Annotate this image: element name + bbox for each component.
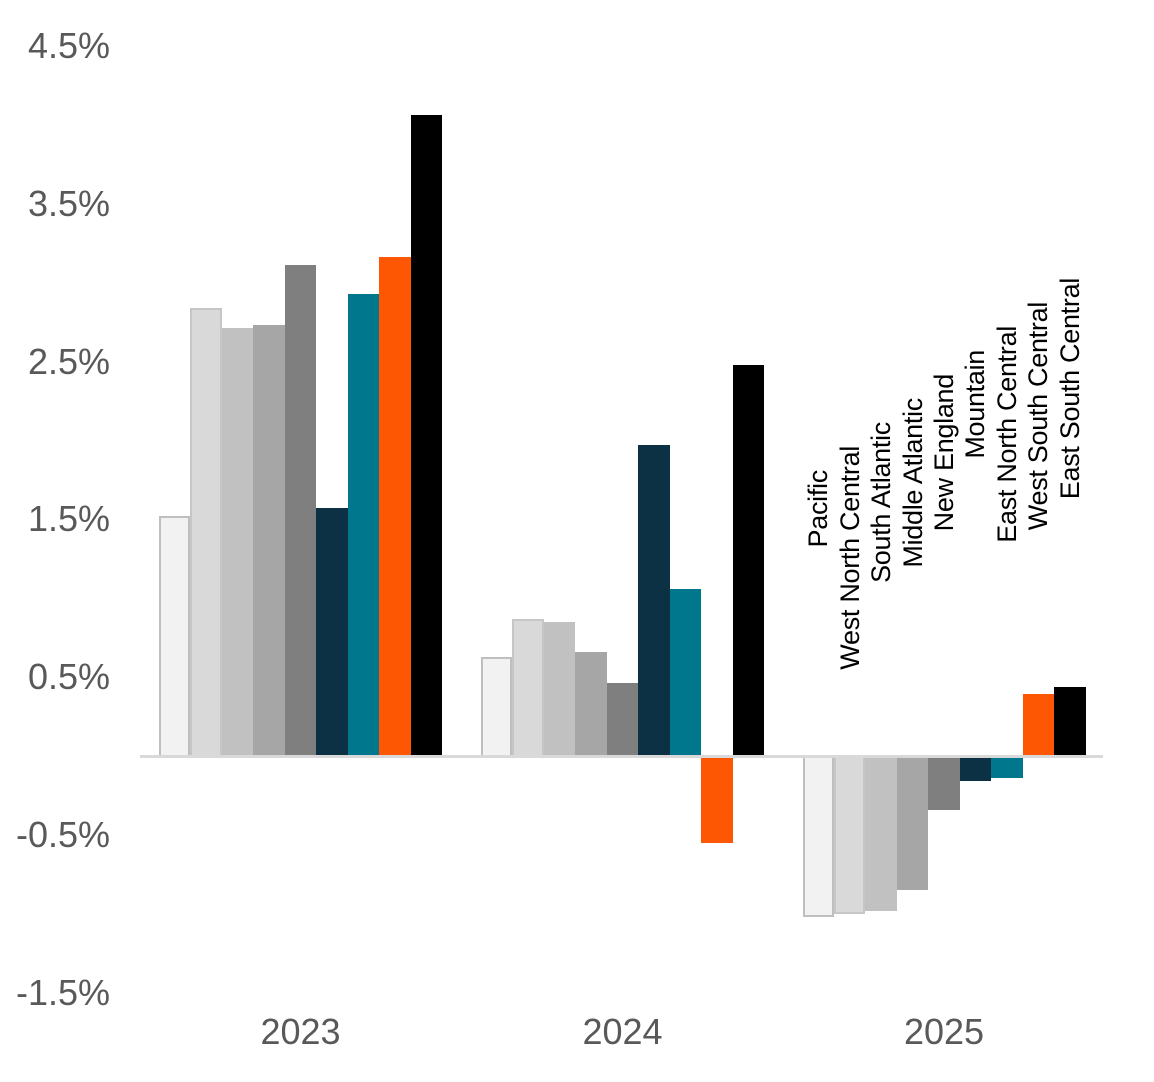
bar-pacific-2023 (159, 516, 191, 758)
series-label-west-south-central: West South Central (1023, 302, 1054, 531)
series-label-east-south-central: East South Central (1054, 278, 1085, 500)
series-label-east-north-central: East North Central (991, 326, 1022, 543)
x-axis-line (140, 754, 1103, 758)
series-label-south-atlantic: South Atlantic (866, 422, 897, 583)
y-tick-label: 4.5% (27, 24, 110, 66)
x-axis-label-2023: 2023 (260, 1011, 341, 1052)
bar-west-south-central-2024 (701, 756, 733, 843)
bar-mountain-2025 (959, 756, 992, 782)
bar-south-atlantic-2023 (221, 328, 254, 758)
bar-mountain-2023 (316, 508, 348, 758)
bar-west-north-central-2023 (190, 307, 222, 758)
bar-west-south-central-2025 (1022, 694, 1055, 758)
y-tick-label: -0.5% (15, 813, 110, 855)
series-label-mountain: Mountain (960, 350, 991, 459)
bar-east-south-central-2024 (732, 364, 765, 758)
bar-east-north-central-2023 (347, 293, 380, 758)
bar-new-england-2025 (928, 756, 960, 810)
bar-middle-atlantic-2024 (575, 651, 607, 758)
bar-middle-atlantic-2025 (896, 756, 929, 891)
bar-new-england-2023 (284, 265, 317, 758)
series-label-new-england: New England (929, 374, 960, 532)
bar-pacific-2025 (802, 756, 834, 917)
bar-west-north-central-2025 (833, 756, 866, 914)
y-tick-label: -1.5% (15, 971, 110, 1013)
bar-middle-atlantic-2023 (253, 325, 285, 758)
series-label-middle-atlantic: Middle Atlantic (897, 398, 928, 568)
bar-pacific-2024 (481, 656, 513, 758)
bar-east-south-central-2023 (410, 115, 443, 758)
y-tick-label: 0.5% (27, 656, 110, 698)
bar-east-north-central-2024 (669, 588, 702, 758)
y-tick-label: 1.5% (27, 498, 110, 540)
y-tick-label: 3.5% (27, 182, 110, 224)
bar-south-atlantic-2025 (865, 756, 897, 911)
series-label-west-north-central: West North Central (834, 446, 865, 670)
bar-west-north-central-2024 (512, 618, 544, 758)
bar-south-atlantic-2024 (543, 621, 576, 758)
x-axis-label-2024: 2024 (582, 1011, 663, 1052)
bar-mountain-2024 (638, 445, 670, 758)
series-label-pacific: Pacific (803, 470, 834, 548)
bar-west-south-central-2023 (379, 257, 411, 758)
x-axis-label-2025: 2025 (903, 1011, 985, 1052)
bar-new-england-2024 (606, 683, 639, 758)
y-tick-label: 2.5% (27, 340, 110, 382)
bar-east-south-central-2025 (1054, 686, 1086, 758)
bar-east-north-central-2025 (991, 756, 1023, 779)
